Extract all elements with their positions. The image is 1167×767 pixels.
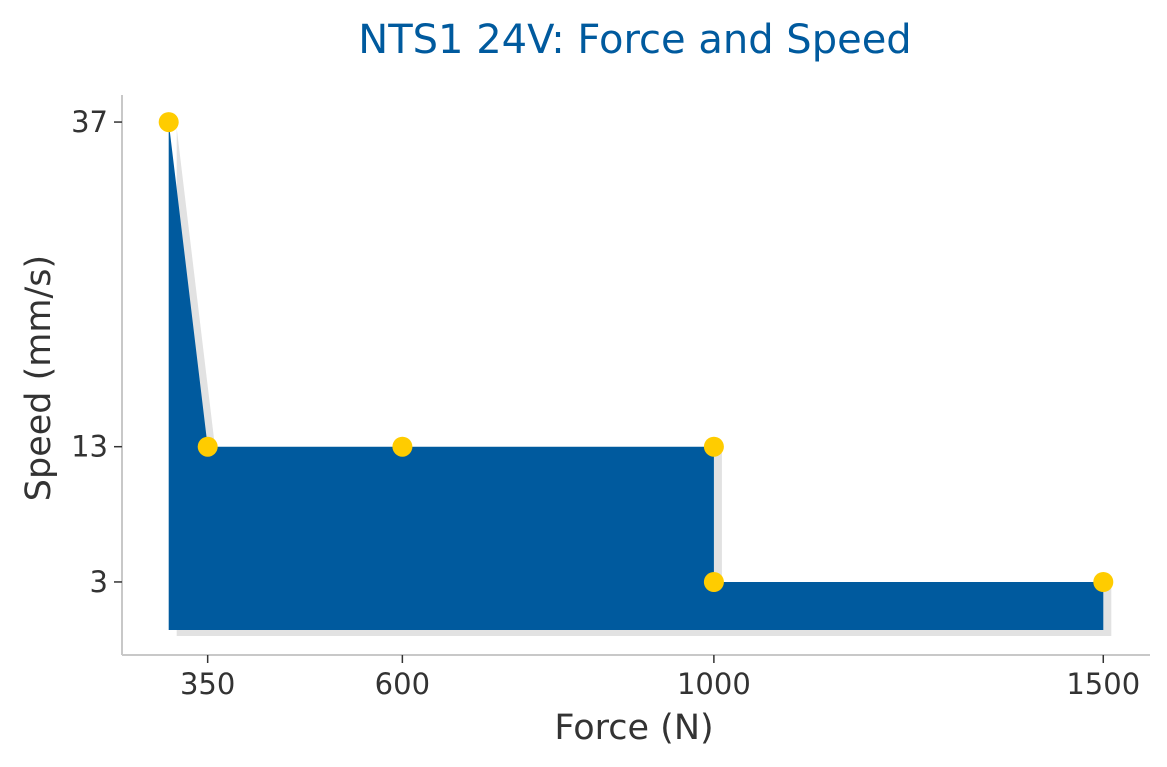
data-point <box>1093 572 1114 592</box>
x-tick-label: 600 <box>375 667 430 701</box>
area-fill <box>168 122 1104 630</box>
y-tick-label: 3 <box>90 565 108 599</box>
x-tick-label: 1500 <box>1066 667 1140 701</box>
data-point <box>703 572 724 592</box>
x-tick-label: 1000 <box>677 667 751 701</box>
ticks: 350 600 1000 1500 3 13 37 <box>71 105 1140 701</box>
x-tick-label: 350 <box>180 667 235 701</box>
y-tick-label: 13 <box>71 430 108 464</box>
y-axis-label: Speed (mm/s) <box>19 255 59 501</box>
data-point <box>197 436 218 457</box>
data-point <box>703 436 724 457</box>
x-axis-label: Force (N) <box>554 708 713 748</box>
data-point <box>392 436 413 457</box>
chart-title: NTS1 24V: Force and Speed <box>358 17 911 63</box>
y-tick-label: 37 <box>71 105 108 139</box>
data-point <box>158 112 179 133</box>
plot-area <box>158 112 1114 636</box>
